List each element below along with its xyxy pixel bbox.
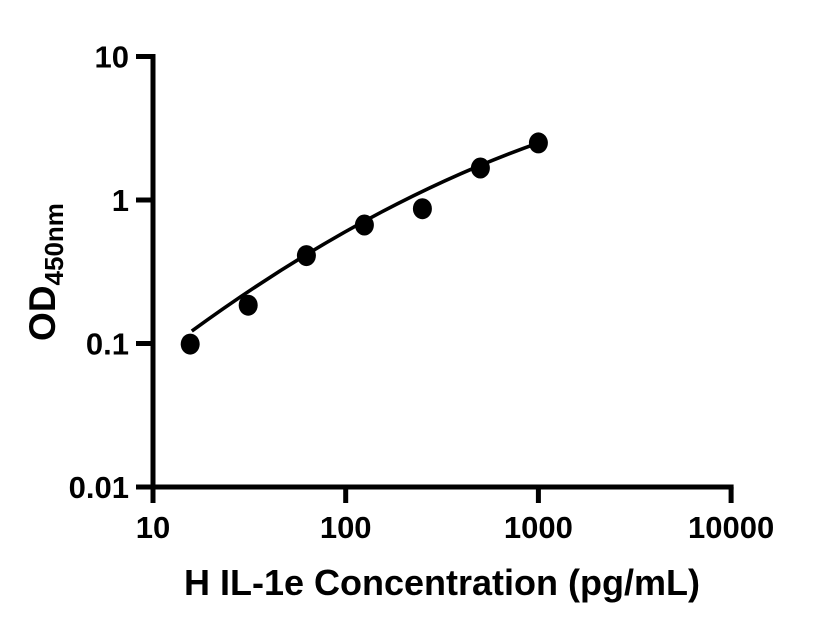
data-point	[238, 294, 258, 316]
data-point	[180, 333, 200, 355]
x-tick-label: 10	[136, 510, 170, 545]
y-axis-title-main: OD	[22, 285, 63, 341]
data-point	[528, 132, 548, 154]
data-point	[412, 198, 432, 220]
series-layer	[180, 132, 548, 355]
y-tick-label: 1	[112, 183, 129, 218]
x-tick-label: 1000	[504, 510, 573, 545]
x-axis-title: H IL-1e Concentration (pg/mL)	[184, 562, 700, 603]
y-tick-label: 10	[95, 40, 129, 75]
axes-layer	[150, 54, 734, 490]
x-tick-label: 10000	[688, 510, 774, 545]
data-point	[354, 214, 374, 236]
data-point	[470, 157, 490, 179]
y-tick-label: 0.01	[69, 470, 129, 505]
x-tick-label: 100	[320, 510, 372, 545]
y-axis-title-subscript: 450nm	[39, 203, 69, 285]
ticks-layer	[136, 54, 734, 503]
data-point	[296, 245, 316, 267]
y-axis-title: OD450nm	[22, 203, 69, 341]
y-tick-label: 0.1	[86, 327, 129, 362]
